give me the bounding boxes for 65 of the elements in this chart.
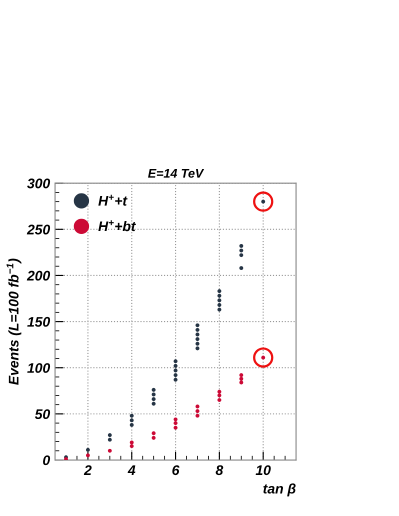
point xyxy=(196,414,200,418)
x-tick-label: 2 xyxy=(84,465,92,475)
y-axis-title: Events (L=100 fb$^{−1}$) xyxy=(6,258,22,385)
point xyxy=(130,414,134,418)
point xyxy=(217,393,222,398)
point xyxy=(152,402,156,406)
point xyxy=(130,444,134,448)
y-tick-label: 150 xyxy=(27,316,50,327)
y-tick-label: 300 xyxy=(27,178,50,188)
y-tick-label: 50 xyxy=(34,409,50,420)
legend-label: H$^{+}$+t xyxy=(98,194,128,206)
point xyxy=(196,328,200,332)
point xyxy=(152,388,156,392)
point xyxy=(196,404,200,408)
point xyxy=(239,380,244,384)
point xyxy=(152,392,156,396)
point xyxy=(217,308,222,312)
point xyxy=(239,248,244,253)
y-tick-label: 0 xyxy=(43,455,50,466)
x-tick-label: 10 xyxy=(256,465,271,476)
point xyxy=(152,431,156,436)
point xyxy=(86,448,90,452)
point xyxy=(196,346,200,350)
point xyxy=(174,426,178,430)
point xyxy=(130,440,134,444)
point xyxy=(196,323,200,328)
point xyxy=(108,438,112,442)
x-tick-label: 6 xyxy=(172,465,180,476)
point xyxy=(239,244,244,248)
point xyxy=(239,376,244,381)
point xyxy=(86,453,90,458)
point xyxy=(108,433,112,438)
chart-title: E=14 TeV xyxy=(148,169,204,178)
point xyxy=(152,397,156,402)
point xyxy=(217,298,222,302)
point xyxy=(239,373,244,378)
point xyxy=(130,418,134,422)
y-tick-label: 200 xyxy=(26,270,50,281)
point xyxy=(174,378,178,382)
point xyxy=(217,294,222,298)
point xyxy=(174,364,178,368)
point xyxy=(217,390,222,394)
point xyxy=(174,417,178,422)
x-tick-label: 4 xyxy=(128,465,136,475)
point xyxy=(174,359,178,364)
y-tick-label: 100 xyxy=(27,363,50,373)
point xyxy=(196,342,200,346)
point xyxy=(239,253,244,258)
y-tick-label: 250 xyxy=(26,224,50,234)
x-axis-title: tan β xyxy=(263,483,296,496)
point xyxy=(217,398,222,402)
point xyxy=(152,436,156,440)
point xyxy=(196,409,200,414)
point xyxy=(196,332,200,336)
point xyxy=(239,266,244,270)
point xyxy=(108,448,112,453)
legend-label: H$^{+}$+bt xyxy=(98,220,136,232)
point xyxy=(174,368,178,372)
point xyxy=(174,421,178,426)
point xyxy=(217,289,222,294)
point xyxy=(130,422,134,427)
point xyxy=(217,303,222,307)
x-tick-label: 8 xyxy=(216,465,224,476)
point xyxy=(196,337,200,342)
point xyxy=(174,373,178,378)
